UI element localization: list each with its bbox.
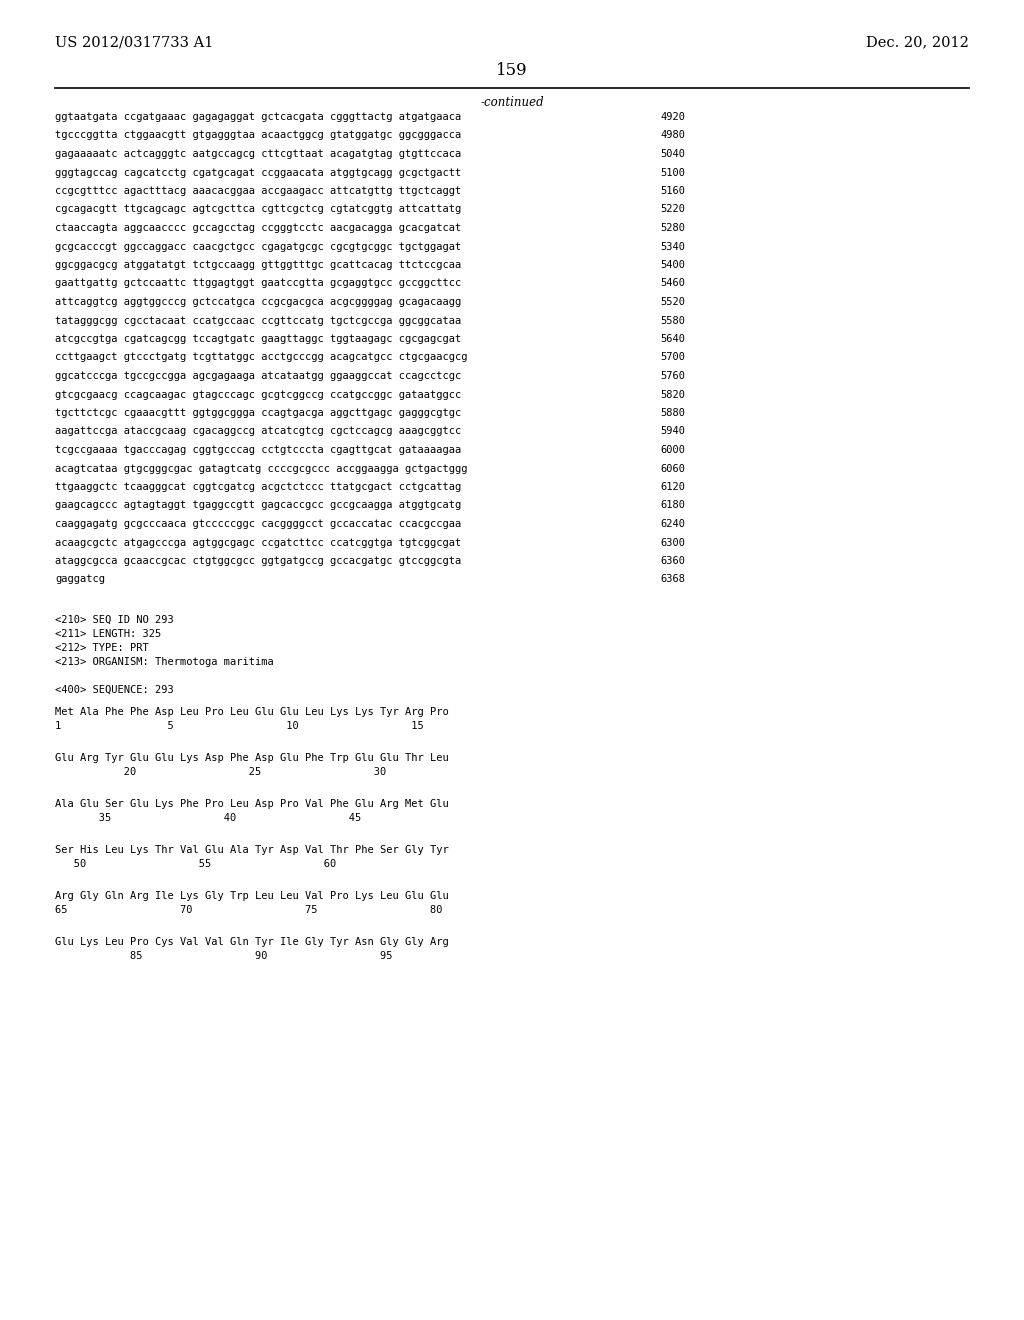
Text: cgcagacgtt ttgcagcagc agtcgcttca cgttcgctcg cgtatcggtg attcattatg: cgcagacgtt ttgcagcagc agtcgcttca cgttcgc… bbox=[55, 205, 461, 214]
Text: gaattgattg gctccaattc ttggagtggt gaatccgtta gcgaggtgcc gccggcttcc: gaattgattg gctccaattc ttggagtggt gaatccg… bbox=[55, 279, 461, 289]
Text: acaagcgctc atgagcccga agtggcgagc ccgatcttcc ccatcggtga tgtcggcgat: acaagcgctc atgagcccga agtggcgagc ccgatct… bbox=[55, 537, 461, 548]
Text: tgcccggtta ctggaacgtt gtgagggtaa acaactggcg gtatggatgc ggcgggacca: tgcccggtta ctggaacgtt gtgagggtaa acaactg… bbox=[55, 131, 461, 140]
Text: tatagggcgg cgcctacaat ccatgccaac ccgttccatg tgctcgccga ggcggcataa: tatagggcgg cgcctacaat ccatgccaac ccgttcc… bbox=[55, 315, 461, 326]
Text: 5100: 5100 bbox=[660, 168, 685, 177]
Text: ttgaaggctc tcaagggcat cggtcgatcg acgctctccc ttatgcgact cctgcattag: ttgaaggctc tcaagggcat cggtcgatcg acgctct… bbox=[55, 482, 461, 492]
Text: 159: 159 bbox=[497, 62, 527, 79]
Text: 6368: 6368 bbox=[660, 574, 685, 585]
Text: <212> TYPE: PRT: <212> TYPE: PRT bbox=[55, 643, 148, 653]
Text: ccgcgtttcc agactttacg aaacacggaa accgaagacc attcatgttg ttgctcaggt: ccgcgtttcc agactttacg aaacacggaa accgaag… bbox=[55, 186, 461, 195]
Text: ctaaccagta aggcaacccc gccagcctag ccgggtcctc aacgacagga gcacgatcat: ctaaccagta aggcaacccc gccagcctag ccgggtc… bbox=[55, 223, 461, 234]
Text: 5280: 5280 bbox=[660, 223, 685, 234]
Text: 5460: 5460 bbox=[660, 279, 685, 289]
Text: 6360: 6360 bbox=[660, 556, 685, 566]
Text: gcgcacccgt ggccaggacc caacgctgcc cgagatgcgc cgcgtgcggc tgctggagat: gcgcacccgt ggccaggacc caacgctgcc cgagatg… bbox=[55, 242, 461, 252]
Text: <213> ORGANISM: Thermotoga maritima: <213> ORGANISM: Thermotoga maritima bbox=[55, 657, 273, 667]
Text: 5820: 5820 bbox=[660, 389, 685, 400]
Text: Glu Arg Tyr Glu Glu Lys Asp Phe Asp Glu Phe Trp Glu Glu Thr Leu: Glu Arg Tyr Glu Glu Lys Asp Phe Asp Glu … bbox=[55, 752, 449, 763]
Text: 85                  90                  95: 85 90 95 bbox=[55, 950, 392, 961]
Text: 5520: 5520 bbox=[660, 297, 685, 308]
Text: 1                 5                  10                  15: 1 5 10 15 bbox=[55, 721, 424, 731]
Text: Met Ala Phe Phe Asp Leu Pro Leu Glu Glu Leu Lys Lys Tyr Arg Pro: Met Ala Phe Phe Asp Leu Pro Leu Glu Glu … bbox=[55, 708, 449, 717]
Text: 20                  25                  30: 20 25 30 bbox=[55, 767, 386, 777]
Text: US 2012/0317733 A1: US 2012/0317733 A1 bbox=[55, 36, 213, 49]
Text: gggtagccag cagcatcctg cgatgcagat ccggaacata atggtgcagg gcgctgactt: gggtagccag cagcatcctg cgatgcagat ccggaac… bbox=[55, 168, 461, 177]
Text: gagaaaaatc actcagggtc aatgccagcg cttcgttaat acagatgtag gtgttccaca: gagaaaaatc actcagggtc aatgccagcg cttcgtt… bbox=[55, 149, 461, 158]
Text: 5160: 5160 bbox=[660, 186, 685, 195]
Text: 6060: 6060 bbox=[660, 463, 685, 474]
Text: -continued: -continued bbox=[480, 96, 544, 110]
Text: 5340: 5340 bbox=[660, 242, 685, 252]
Text: 5760: 5760 bbox=[660, 371, 685, 381]
Text: Ser His Leu Lys Thr Val Glu Ala Tyr Asp Val Thr Phe Ser Gly Tyr: Ser His Leu Lys Thr Val Glu Ala Tyr Asp … bbox=[55, 845, 449, 855]
Text: atcgccgtga cgatcagcgg tccagtgatc gaagttaggc tggtaagagc cgcgagcgat: atcgccgtga cgatcagcgg tccagtgatc gaagtta… bbox=[55, 334, 461, 345]
Text: gtcgcgaacg ccagcaagac gtagcccagc gcgtcggccg ccatgccggc gataatggcc: gtcgcgaacg ccagcaagac gtagcccagc gcgtcgg… bbox=[55, 389, 461, 400]
Text: aagattccga ataccgcaag cgacaggccg atcatcgtcg cgctccagcg aaagcggtcc: aagattccga ataccgcaag cgacaggccg atcatcg… bbox=[55, 426, 461, 437]
Text: attcaggtcg aggtggcccg gctccatgca ccgcgacgca acgcggggag gcagacaagg: attcaggtcg aggtggcccg gctccatgca ccgcgac… bbox=[55, 297, 461, 308]
Text: 4920: 4920 bbox=[660, 112, 685, 121]
Text: <400> SEQUENCE: 293: <400> SEQUENCE: 293 bbox=[55, 685, 174, 696]
Text: 5580: 5580 bbox=[660, 315, 685, 326]
Text: <211> LENGTH: 325: <211> LENGTH: 325 bbox=[55, 630, 161, 639]
Text: 6240: 6240 bbox=[660, 519, 685, 529]
Text: ccttgaagct gtccctgatg tcgttatggc acctgcccgg acagcatgcc ctgcgaacgcg: ccttgaagct gtccctgatg tcgttatggc acctgcc… bbox=[55, 352, 468, 363]
Text: 35                  40                  45: 35 40 45 bbox=[55, 813, 361, 822]
Text: 5040: 5040 bbox=[660, 149, 685, 158]
Text: tgcttctcgc cgaaacgttt ggtggcggga ccagtgacga aggcttgagc gagggcgtgc: tgcttctcgc cgaaacgttt ggtggcggga ccagtga… bbox=[55, 408, 461, 418]
Text: 5880: 5880 bbox=[660, 408, 685, 418]
Text: acagtcataa gtgcgggcgac gatagtcatg ccccgcgccc accggaagga gctgactggg: acagtcataa gtgcgggcgac gatagtcatg ccccgc… bbox=[55, 463, 468, 474]
Text: <210> SEQ ID NO 293: <210> SEQ ID NO 293 bbox=[55, 615, 174, 624]
Text: Dec. 20, 2012: Dec. 20, 2012 bbox=[866, 36, 969, 49]
Text: ggtaatgata ccgatgaaac gagagaggat gctcacgata cgggttactg atgatgaaca: ggtaatgata ccgatgaaac gagagaggat gctcacg… bbox=[55, 112, 461, 121]
Text: ataggcgcca gcaaccgcac ctgtggcgcc ggtgatgccg gccacgatgc gtccggcgta: ataggcgcca gcaaccgcac ctgtggcgcc ggtgatg… bbox=[55, 556, 461, 566]
Text: tcgccgaaaa tgacccagag cggtgcccag cctgtcccta cgagttgcat gataaaagaa: tcgccgaaaa tgacccagag cggtgcccag cctgtcc… bbox=[55, 445, 461, 455]
Text: Arg Gly Gln Arg Ile Lys Gly Trp Leu Leu Val Pro Lys Leu Glu Glu: Arg Gly Gln Arg Ile Lys Gly Trp Leu Leu … bbox=[55, 891, 449, 902]
Text: Glu Lys Leu Pro Cys Val Val Gln Tyr Ile Gly Tyr Asn Gly Gly Arg: Glu Lys Leu Pro Cys Val Val Gln Tyr Ile … bbox=[55, 937, 449, 946]
Text: 6300: 6300 bbox=[660, 537, 685, 548]
Text: 5700: 5700 bbox=[660, 352, 685, 363]
Text: 5400: 5400 bbox=[660, 260, 685, 271]
Text: 65                  70                  75                  80: 65 70 75 80 bbox=[55, 906, 442, 915]
Text: 4980: 4980 bbox=[660, 131, 685, 140]
Text: 6180: 6180 bbox=[660, 500, 685, 511]
Text: 50                  55                  60: 50 55 60 bbox=[55, 859, 336, 869]
Text: 6000: 6000 bbox=[660, 445, 685, 455]
Text: ggcggacgcg atggatatgt tctgccaagg gttggtttgc gcattcacag ttctccgcaa: ggcggacgcg atggatatgt tctgccaagg gttggtt… bbox=[55, 260, 461, 271]
Text: 5640: 5640 bbox=[660, 334, 685, 345]
Text: 5220: 5220 bbox=[660, 205, 685, 214]
Text: 5940: 5940 bbox=[660, 426, 685, 437]
Text: caaggagatg gcgcccaaca gtcccccggc cacggggcct gccaccatac ccacgccgaa: caaggagatg gcgcccaaca gtcccccggc cacgggg… bbox=[55, 519, 461, 529]
Text: Ala Glu Ser Glu Lys Phe Pro Leu Asp Pro Val Phe Glu Arg Met Glu: Ala Glu Ser Glu Lys Phe Pro Leu Asp Pro … bbox=[55, 799, 449, 809]
Text: 6120: 6120 bbox=[660, 482, 685, 492]
Text: ggcatcccga tgccgccgga agcgagaaga atcataatgg ggaaggccat ccagcctcgc: ggcatcccga tgccgccgga agcgagaaga atcataa… bbox=[55, 371, 461, 381]
Text: gaagcagccc agtagtaggt tgaggccgtt gagcaccgcc gccgcaagga atggtgcatg: gaagcagccc agtagtaggt tgaggccgtt gagcacc… bbox=[55, 500, 461, 511]
Text: gaggatcg: gaggatcg bbox=[55, 574, 105, 585]
